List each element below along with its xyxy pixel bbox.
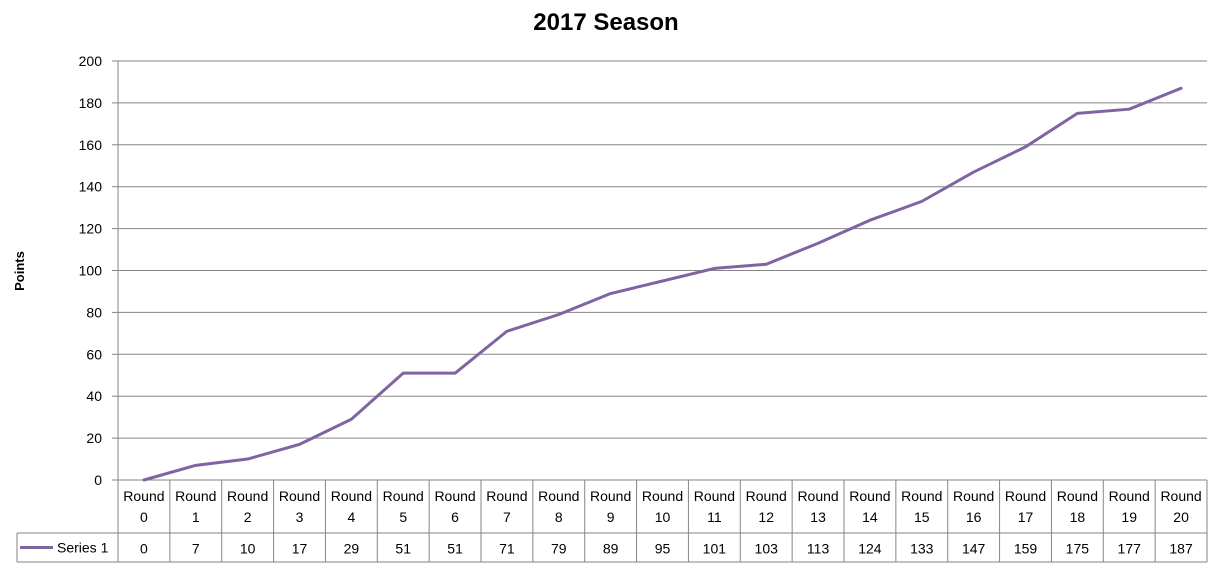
category-label: Round 20 (1160, 488, 1201, 525)
category-label: Round 3 (279, 488, 320, 525)
category-label: Round 2 (227, 488, 268, 525)
table-value: 0 (140, 541, 148, 557)
category-label: Round 8 (538, 488, 579, 525)
y-tick-label: 0 (94, 472, 102, 488)
table-value: 95 (655, 541, 671, 557)
table-value: 159 (1014, 541, 1038, 557)
category-label: Round 13 (797, 488, 838, 525)
category-label: Round 14 (849, 488, 890, 525)
y-tick-label: 160 (79, 137, 103, 153)
table-value: 177 (1118, 541, 1142, 557)
chart-title: 2017 Season (533, 9, 678, 36)
y-axis: 0 20 40 60 80 100 120 140 160 180 200 (79, 53, 119, 488)
table-value: 10 (240, 541, 256, 557)
table-value: 51 (447, 541, 463, 557)
table-value: 147 (962, 541, 986, 557)
y-axis-label: Points (12, 251, 27, 291)
y-tick-label: 140 (79, 179, 103, 195)
category-label: Round 1 (175, 488, 216, 525)
category-label: Round 18 (1057, 488, 1098, 525)
gridlines (118, 60, 1207, 481)
y-tick-label: 100 (79, 263, 103, 279)
table-value: 101 (703, 541, 727, 557)
table-value: 71 (499, 541, 515, 557)
category-label: Round 11 (694, 488, 735, 525)
series-line (142, 86, 1183, 482)
table-value: 124 (858, 541, 882, 557)
category-label: Round 12 (746, 488, 787, 525)
y-tick-label: 40 (86, 388, 102, 404)
table-value: 113 (807, 541, 830, 557)
table-value: 29 (344, 541, 360, 557)
category-label: Round 6 (434, 488, 475, 525)
y-tick-label: 180 (79, 95, 103, 111)
category-label: Round 9 (590, 488, 631, 525)
category-label: Round 15 (901, 488, 942, 525)
table-value: 175 (1066, 541, 1090, 557)
category-label: Round 4 (331, 488, 372, 525)
category-label: Round 0 (123, 488, 164, 525)
table-value: 133 (910, 541, 934, 557)
category-label: Round 16 (953, 488, 994, 525)
table-value: 17 (292, 541, 308, 557)
category-label: Round 7 (486, 488, 527, 525)
y-tick-label: 200 (79, 53, 103, 69)
category-label: Round 5 (383, 488, 424, 525)
table-value: 103 (755, 541, 779, 557)
y-tick-label: 20 (86, 430, 102, 446)
table-value: 79 (551, 541, 567, 557)
category-label: Round 10 (642, 488, 683, 525)
table-value: 89 (603, 541, 619, 557)
table-value: 51 (395, 541, 411, 557)
data-table: Round 0 Round 1 Round 2 Round 3 Round 4 Round 5 Roun… (16, 480, 1208, 563)
series-layer (142, 86, 1183, 482)
category-label: Round 17 (1005, 488, 1046, 525)
y-tick-label: 60 (86, 346, 102, 362)
table-value: 187 (1169, 541, 1193, 557)
y-tick-label: 120 (79, 221, 103, 237)
category-label: Round 19 (1109, 488, 1150, 525)
legend-label: Series 1 (57, 540, 109, 556)
y-tick-label: 80 (86, 304, 102, 320)
table-value: 7 (192, 541, 200, 557)
